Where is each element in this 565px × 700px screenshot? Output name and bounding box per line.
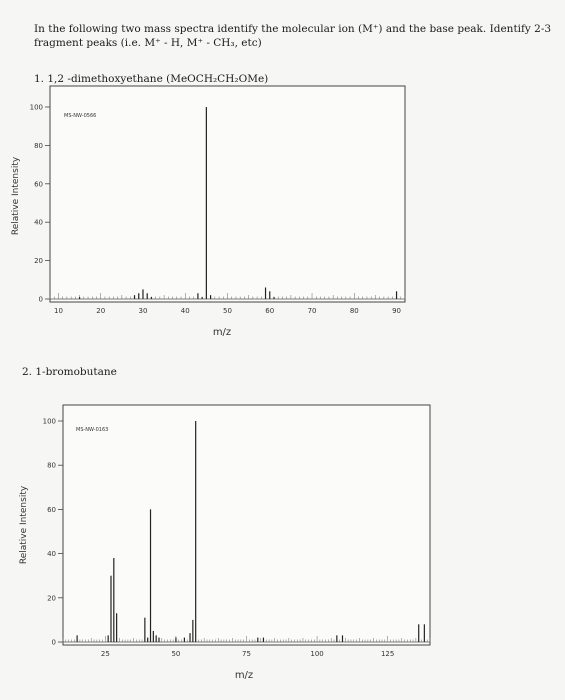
x-tick-label: 80 (350, 307, 359, 315)
x-tick-label: 90 (392, 307, 401, 315)
x-tick-label: 75 (242, 650, 251, 658)
x-tick-label: 70 (308, 307, 317, 315)
y-tick-label: 40 (34, 219, 43, 227)
y-tick-label: 20 (47, 594, 56, 602)
chart-1: MS-NW-0566 0 20 40 60 80 100 10 20 30 40 50 60 70 80… (11, 85, 406, 338)
y-tick-label: 20 (34, 257, 43, 265)
y-tick-label: 80 (47, 462, 56, 470)
x-tick-label: 40 (181, 307, 190, 315)
chart-2: MS-NW-0163 0 20 40 60 80 100 25 50 75 100 125 m/z… (19, 404, 431, 681)
chart-1-x-axis-label: m/z (213, 327, 231, 338)
x-tick-label: 25 (101, 650, 110, 658)
chart-1-frame (49, 85, 406, 303)
question-part-2: 2. 1-bromobutane (22, 366, 117, 378)
chart-2-spectrum-code: MS-NW-0163 (76, 427, 108, 433)
x-tick-label: 20 (96, 307, 105, 315)
y-tick-label: 100 (30, 104, 43, 112)
question-prompt: In the following two mass spectra identi… (34, 23, 552, 49)
x-tick-label: 30 (139, 307, 148, 315)
x-tick-label: 100 (310, 650, 323, 658)
chart-2-x-axis-label: m/z (235, 670, 253, 681)
y-tick-label: 100 (43, 418, 56, 426)
y-tick-label: 0 (52, 639, 56, 647)
x-tick-label: 60 (265, 307, 274, 315)
x-tick-label: 50 (171, 650, 180, 658)
chart-2-y-axis-label: Relative Intensity (19, 485, 29, 564)
x-tick-label: 10 (54, 307, 63, 315)
x-tick-label: 50 (223, 307, 232, 315)
y-tick-label: 0 (39, 296, 43, 304)
y-tick-label: 80 (34, 142, 43, 150)
question-part-1: 1. 1,2 -dimethoxyethane (MeOCH₂CH₂OMe) (34, 73, 269, 85)
y-tick-label: 60 (34, 180, 43, 188)
y-tick-label: 60 (47, 506, 56, 514)
x-tick-label: 125 (381, 650, 394, 658)
chart-2-frame (62, 404, 431, 646)
chart-1-spectrum-code: MS-NW-0566 (64, 113, 96, 119)
y-tick-label: 40 (47, 550, 56, 558)
chart-1-y-axis-label: Relative Intensity (11, 156, 21, 235)
